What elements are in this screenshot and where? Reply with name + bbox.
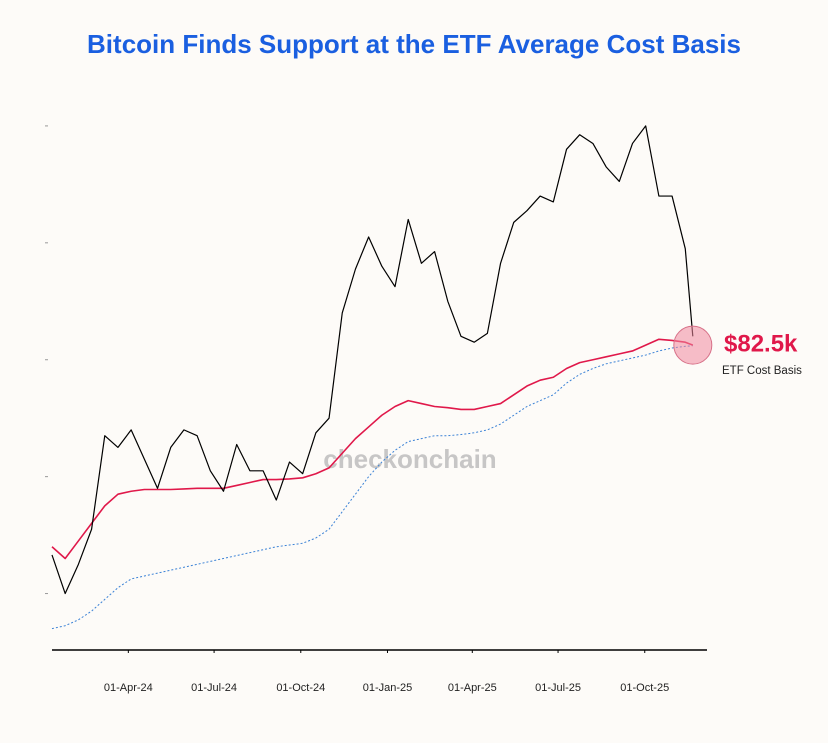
line-series xyxy=(51,125,694,595)
x-tick-label: 01-Jul-25 xyxy=(535,682,581,694)
chart-title: Bitcoin Finds Support at the ETF Average… xyxy=(87,29,741,59)
line-series xyxy=(51,338,694,560)
annotation-label: $82.5k xyxy=(724,330,798,357)
line-series xyxy=(51,345,693,630)
watermark: checkonchain xyxy=(323,444,496,474)
x-tick-label: 01-Oct-25 xyxy=(620,682,669,694)
annotation-note: ETF Cost Basis xyxy=(722,365,802,377)
x-tick-label: 01-Apr-25 xyxy=(448,682,497,694)
x-tick-label: 01-Jan-25 xyxy=(363,682,413,694)
annotation-marker xyxy=(673,325,713,365)
x-tick-label: 01-Apr-24 xyxy=(104,682,153,694)
x-tick-label: 01-Oct-24 xyxy=(276,682,325,694)
x-tick-label: 01-Jul-24 xyxy=(191,682,237,694)
